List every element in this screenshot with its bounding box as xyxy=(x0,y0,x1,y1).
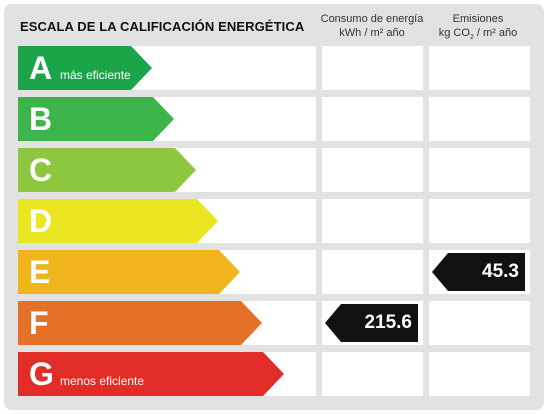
emisiones-header-line2: kg CO2 / m² año xyxy=(438,27,518,42)
rating-letter: B xyxy=(29,101,53,137)
consumo-header-line1: Consumo de energía xyxy=(320,13,424,25)
rating-row-c: C xyxy=(18,148,530,192)
rating-letter: D xyxy=(29,203,53,239)
consumo-cell xyxy=(322,199,423,243)
consumo-value: 215.6 xyxy=(364,312,412,333)
emisiones-value-tag: 45.3 xyxy=(432,250,527,294)
rating-note: menos eficiente xyxy=(60,374,145,388)
consumo-cell xyxy=(322,148,423,192)
rating-note: más eficiente xyxy=(60,68,131,82)
rating-arrow-c: C xyxy=(18,148,196,192)
consumo-column-header: Consumo de energía kWh / m² año xyxy=(320,12,424,40)
emisiones-cell xyxy=(429,199,530,243)
rating-row-b: B xyxy=(18,97,530,141)
consumo-value-tag: 215.6 xyxy=(325,301,420,345)
emisiones-cell xyxy=(429,352,530,396)
rating-letter: F xyxy=(29,305,49,341)
rating-letter: E xyxy=(29,254,51,290)
label-title: ESCALA DE LA CALIFICACIÓN ENERGÉTICA xyxy=(20,19,305,34)
rating-arrow-d: D xyxy=(18,199,218,243)
rating-row-e: E 45.3 xyxy=(18,250,530,294)
rating-letter: C xyxy=(29,152,53,188)
consumo-cell xyxy=(322,97,423,141)
emisiones-cell xyxy=(429,148,530,192)
rating-arrow-b: B xyxy=(18,97,174,141)
consumo-cell xyxy=(322,352,423,396)
consumo-header-line2: kWh / m² año xyxy=(339,27,405,39)
rating-row-f: F 215.6 xyxy=(18,301,530,345)
rating-letter: A xyxy=(29,50,53,86)
emisiones-cell xyxy=(429,97,530,141)
emisiones-header-line1: Emisiones xyxy=(452,13,504,25)
rating-arrow-e: E xyxy=(18,250,240,294)
emisiones-cell xyxy=(429,46,530,90)
consumo-cell xyxy=(322,250,423,294)
emisiones-column-header: Emisiones kg CO2 / m² año xyxy=(426,12,530,45)
emisiones-cell xyxy=(429,301,530,345)
consumo-cell xyxy=(322,46,423,90)
rating-arrow-f: F xyxy=(18,301,262,345)
emisiones-value: 45.3 xyxy=(482,261,519,282)
rating-row-d: D xyxy=(18,199,530,243)
rating-letter: G xyxy=(29,356,54,392)
